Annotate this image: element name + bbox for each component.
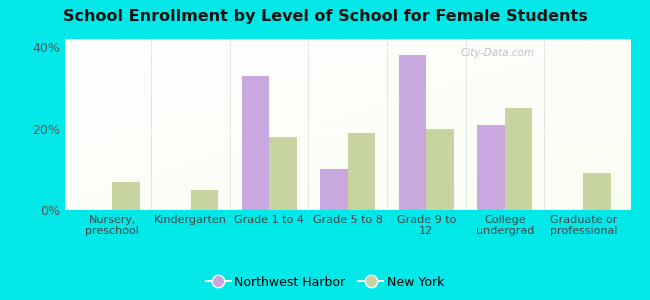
Bar <box>426 129 454 210</box>
Text: School Enrollment by Level of School for Female Students: School Enrollment by Level of School for… <box>62 9 588 24</box>
Bar <box>505 108 532 210</box>
Bar <box>269 137 296 210</box>
Bar <box>112 182 140 210</box>
Bar <box>320 169 348 210</box>
Text: City-Data.com: City-Data.com <box>461 48 535 58</box>
Bar <box>190 190 218 210</box>
Bar <box>348 133 375 210</box>
Bar <box>477 124 505 210</box>
Bar <box>399 55 426 210</box>
Bar <box>584 173 611 210</box>
Bar <box>242 76 269 210</box>
Legend: Northwest Harbor, New York: Northwest Harbor, New York <box>201 271 449 294</box>
